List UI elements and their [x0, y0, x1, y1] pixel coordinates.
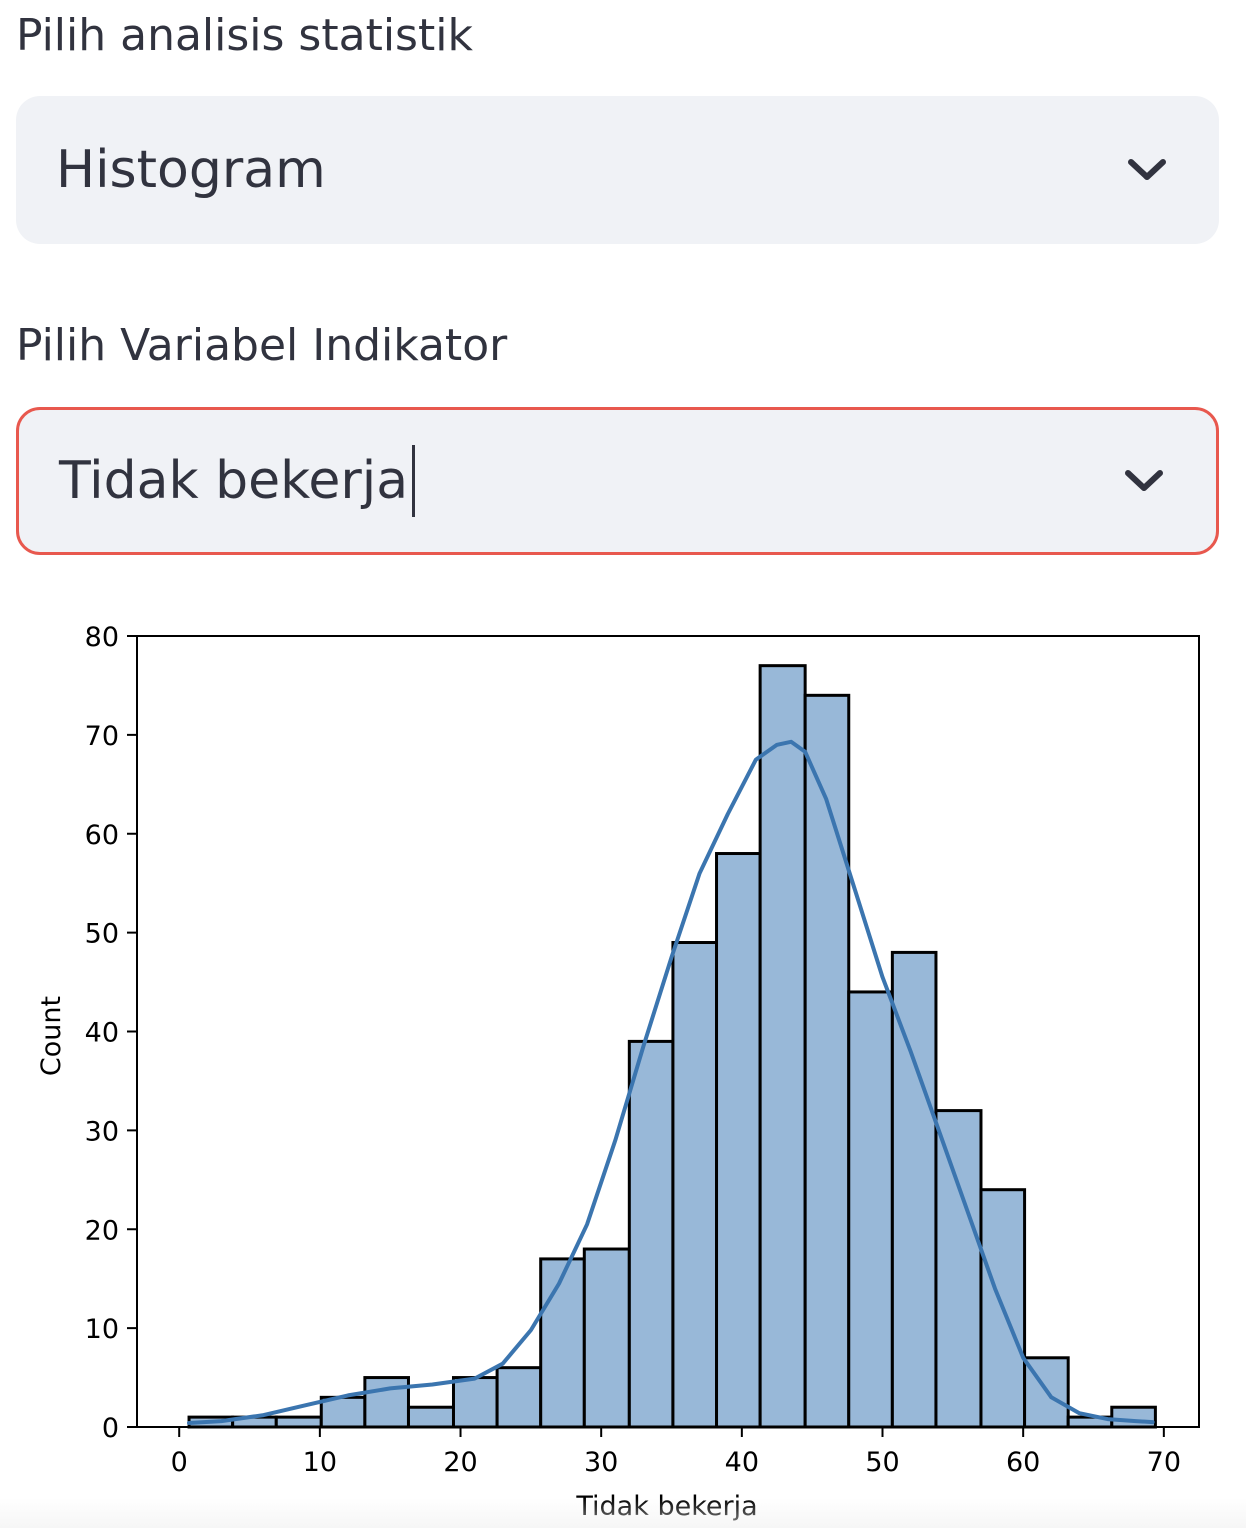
kde-line: [187, 739, 1155, 1425]
x-tick-label: 30: [584, 1447, 618, 1478]
histogram-bar: [671, 941, 719, 1429]
histogram-bar: [715, 852, 762, 1429]
histogram-bar: [495, 1366, 543, 1429]
analysis-select-value-text: Histogram: [56, 140, 326, 200]
y-tick-label: 80: [85, 622, 119, 653]
histogram-bar: [319, 1395, 367, 1429]
x-tick-label: 40: [725, 1447, 759, 1478]
histogram-bar: [847, 990, 894, 1429]
chevron-down-icon[interactable]: [1127, 158, 1167, 182]
y-tick-label: 50: [85, 919, 119, 950]
variable-select-value[interactable]: Tidak bekerja: [59, 410, 416, 552]
variable-select-label: Pilih Variabel Indikator: [16, 320, 508, 371]
x-tick-label: 60: [1006, 1447, 1040, 1478]
histogram-bar: [363, 1376, 410, 1429]
histogram-bar: [582, 1247, 631, 1429]
histogram-bar: [406, 1405, 455, 1429]
histogram-bar: [627, 1039, 675, 1429]
y-tick-label: 10: [85, 1314, 119, 1345]
y-tick-label: 60: [85, 820, 119, 851]
histogram-bar: [890, 950, 938, 1429]
text-cursor: [412, 445, 416, 517]
x-tick-label: 70: [1147, 1447, 1181, 1478]
histogram-chart-svg: 0 10 20 30 40 50 60 70 0 10 20 30 40 50 60 70 80 Tidak b…: [36, 622, 1200, 1522]
y-axis-label: Count: [36, 996, 67, 1076]
histogram-bar: [1110, 1405, 1157, 1429]
analysis-select-label: Pilih analisis statistik: [16, 10, 473, 61]
histogram-bar: [274, 1415, 323, 1429]
y-tick-label: 0: [102, 1413, 119, 1444]
y-tick-label: 70: [85, 721, 119, 752]
y-tick-label: 20: [85, 1215, 119, 1246]
histogram-bar: [451, 1376, 499, 1429]
x-axis-label: Tidak bekerja: [575, 1491, 757, 1522]
histogram-bar: [539, 1257, 586, 1429]
x-tick-label: 20: [443, 1447, 477, 1478]
analysis-select[interactable]: Histogram: [16, 96, 1219, 244]
y-tick-label: 40: [85, 1018, 119, 1049]
variable-select-value-text: Tidak bekerja: [59, 451, 409, 511]
histogram-bar: [758, 664, 807, 1429]
x-tick-label: 50: [865, 1447, 899, 1478]
bars-layer: [187, 664, 1157, 1429]
axes-layer: 0 10 20 30 40 50 60 70 0 10 20 30 40 50 60 70 80: [85, 622, 1200, 1478]
histogram-chart: 0 10 20 30 40 50 60 70 0 10 20 30 40 50 60 70 80 Tidak b…: [0, 600, 1246, 1528]
x-tick-label: 10: [303, 1447, 337, 1478]
variable-select[interactable]: Tidak bekerja: [16, 407, 1219, 555]
chevron-down-icon[interactable]: [1124, 469, 1164, 493]
y-tick-label: 30: [85, 1116, 119, 1147]
x-tick-label: 0: [171, 1447, 188, 1478]
histogram-bar: [934, 1109, 983, 1429]
analysis-select-value: Histogram: [56, 96, 326, 244]
kde-layer: [187, 739, 1155, 1425]
